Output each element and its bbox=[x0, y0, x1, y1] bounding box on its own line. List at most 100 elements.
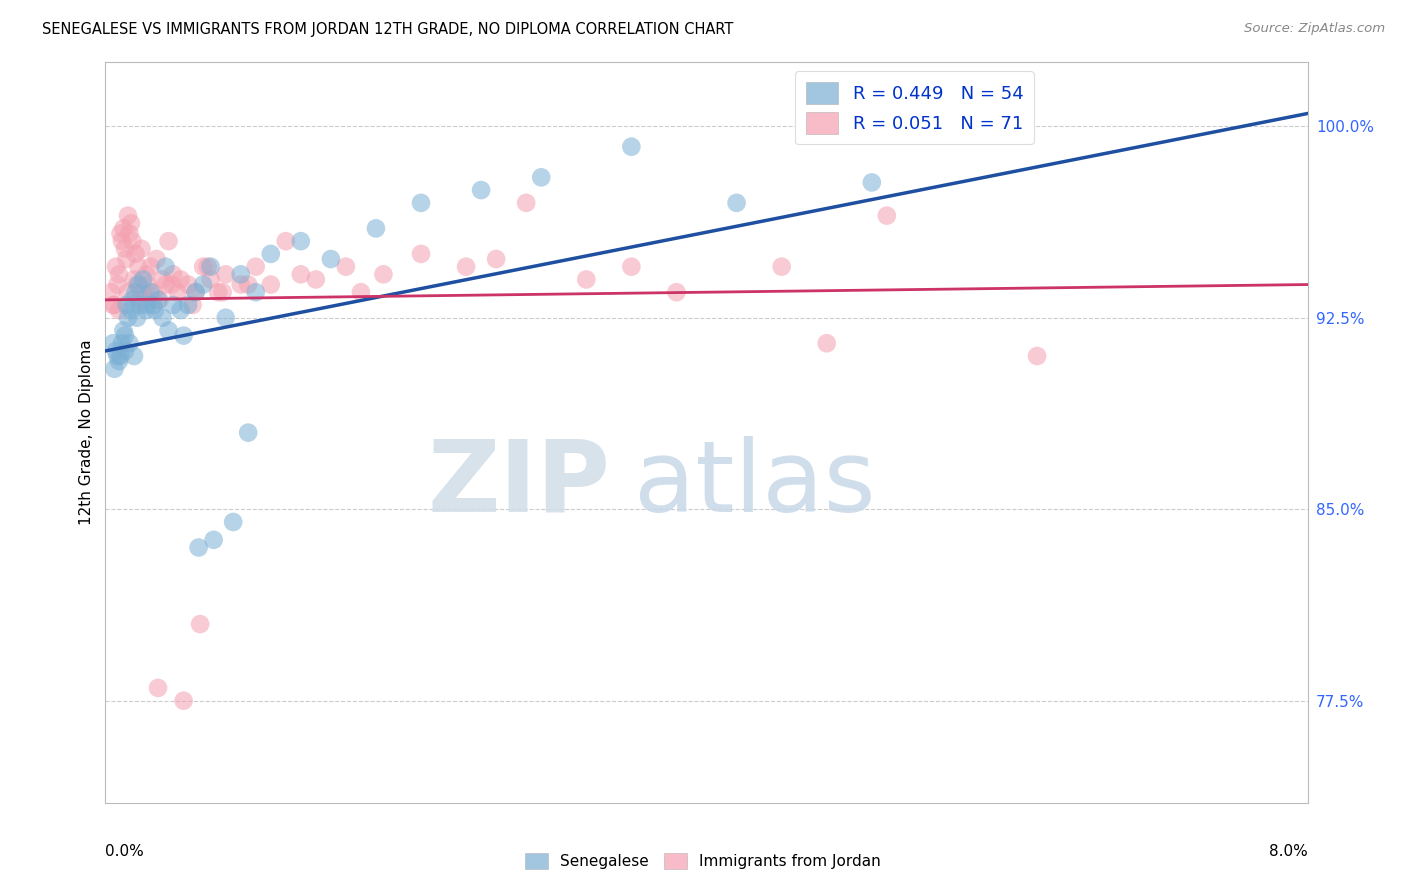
Point bbox=[162, 298, 184, 312]
Point bbox=[177, 277, 200, 292]
Point bbox=[200, 260, 222, 274]
Point bbox=[152, 310, 174, 325]
Text: atlas: atlas bbox=[634, 436, 876, 533]
Point bbox=[115, 298, 138, 312]
Point bbox=[142, 285, 165, 300]
Point bbox=[1026, 349, 1049, 363]
Point bbox=[155, 277, 177, 292]
Point bbox=[146, 293, 169, 307]
Point bbox=[373, 268, 395, 282]
Point bbox=[121, 293, 143, 307]
Point bbox=[305, 272, 328, 286]
Point bbox=[114, 343, 136, 358]
Point bbox=[815, 336, 838, 351]
Point bbox=[169, 303, 191, 318]
Point bbox=[131, 242, 153, 256]
Point bbox=[350, 285, 373, 300]
Point bbox=[207, 285, 229, 300]
Point bbox=[125, 310, 148, 325]
Point bbox=[114, 242, 136, 256]
Point bbox=[155, 260, 177, 274]
Text: SENEGALESE VS IMMIGRANTS FROM JORDAN 12TH GRADE, NO DIPLOMA CORRELATION CHART: SENEGALESE VS IMMIGRANTS FROM JORDAN 12T… bbox=[42, 22, 734, 37]
Point bbox=[111, 336, 134, 351]
Point bbox=[184, 285, 207, 300]
Point bbox=[107, 277, 129, 292]
Point bbox=[181, 298, 204, 312]
Point bbox=[211, 285, 233, 300]
Point bbox=[260, 277, 283, 292]
Legend: R = 0.449   N = 54, R = 0.051   N = 71: R = 0.449 N = 54, R = 0.051 N = 71 bbox=[794, 71, 1033, 145]
Point bbox=[409, 195, 432, 210]
Point bbox=[188, 617, 211, 632]
Point bbox=[115, 252, 138, 266]
Point bbox=[134, 293, 156, 307]
Text: Source: ZipAtlas.com: Source: ZipAtlas.com bbox=[1244, 22, 1385, 36]
Point bbox=[122, 349, 145, 363]
Point bbox=[124, 247, 146, 261]
Point bbox=[139, 285, 162, 300]
Point bbox=[143, 303, 166, 318]
Point bbox=[110, 349, 132, 363]
Point bbox=[121, 234, 143, 248]
Point bbox=[117, 285, 139, 300]
Point bbox=[128, 260, 150, 274]
Point bbox=[100, 285, 122, 300]
Point bbox=[214, 310, 236, 325]
Point bbox=[132, 285, 155, 300]
Point bbox=[107, 349, 129, 363]
Point bbox=[145, 252, 167, 266]
Point bbox=[112, 221, 135, 235]
Point bbox=[103, 298, 125, 312]
Point bbox=[200, 272, 222, 286]
Point bbox=[173, 694, 195, 708]
Point bbox=[364, 221, 387, 235]
Point bbox=[245, 260, 267, 274]
Y-axis label: 12th Grade, No Diploma: 12th Grade, No Diploma bbox=[79, 340, 94, 525]
Point bbox=[173, 328, 195, 343]
Point bbox=[129, 293, 152, 307]
Point bbox=[229, 268, 252, 282]
Point bbox=[104, 343, 127, 358]
Point bbox=[117, 310, 139, 325]
Point bbox=[110, 227, 132, 241]
Point bbox=[118, 227, 141, 241]
Point bbox=[162, 268, 184, 282]
Legend: Senegalese, Immigrants from Jordan: Senegalese, Immigrants from Jordan bbox=[519, 847, 887, 875]
Point bbox=[104, 260, 127, 274]
Point bbox=[128, 277, 150, 292]
Point bbox=[114, 328, 136, 343]
Point bbox=[146, 681, 169, 695]
Text: ZIP: ZIP bbox=[427, 436, 610, 533]
Point bbox=[132, 272, 155, 286]
Point bbox=[860, 176, 883, 190]
Point bbox=[191, 260, 214, 274]
Point bbox=[191, 277, 214, 292]
Point bbox=[229, 277, 252, 292]
Point bbox=[454, 260, 477, 274]
Point bbox=[112, 324, 135, 338]
Point bbox=[245, 285, 267, 300]
Point bbox=[136, 277, 159, 292]
Point bbox=[157, 234, 180, 248]
Point bbox=[148, 293, 170, 307]
Point bbox=[122, 272, 145, 286]
Point bbox=[135, 303, 157, 318]
Point bbox=[169, 272, 191, 286]
Point bbox=[202, 533, 225, 547]
Point bbox=[108, 303, 131, 318]
Point bbox=[152, 272, 174, 286]
Point bbox=[139, 260, 162, 274]
Text: 8.0%: 8.0% bbox=[1268, 844, 1308, 858]
Point bbox=[120, 216, 142, 230]
Point bbox=[135, 268, 157, 282]
Point bbox=[160, 277, 183, 292]
Point bbox=[142, 298, 165, 312]
Point bbox=[136, 298, 159, 312]
Point bbox=[108, 354, 131, 368]
Point bbox=[725, 195, 748, 210]
Point bbox=[214, 268, 236, 282]
Point bbox=[515, 195, 537, 210]
Point bbox=[575, 272, 598, 286]
Point bbox=[184, 285, 207, 300]
Point bbox=[620, 139, 643, 153]
